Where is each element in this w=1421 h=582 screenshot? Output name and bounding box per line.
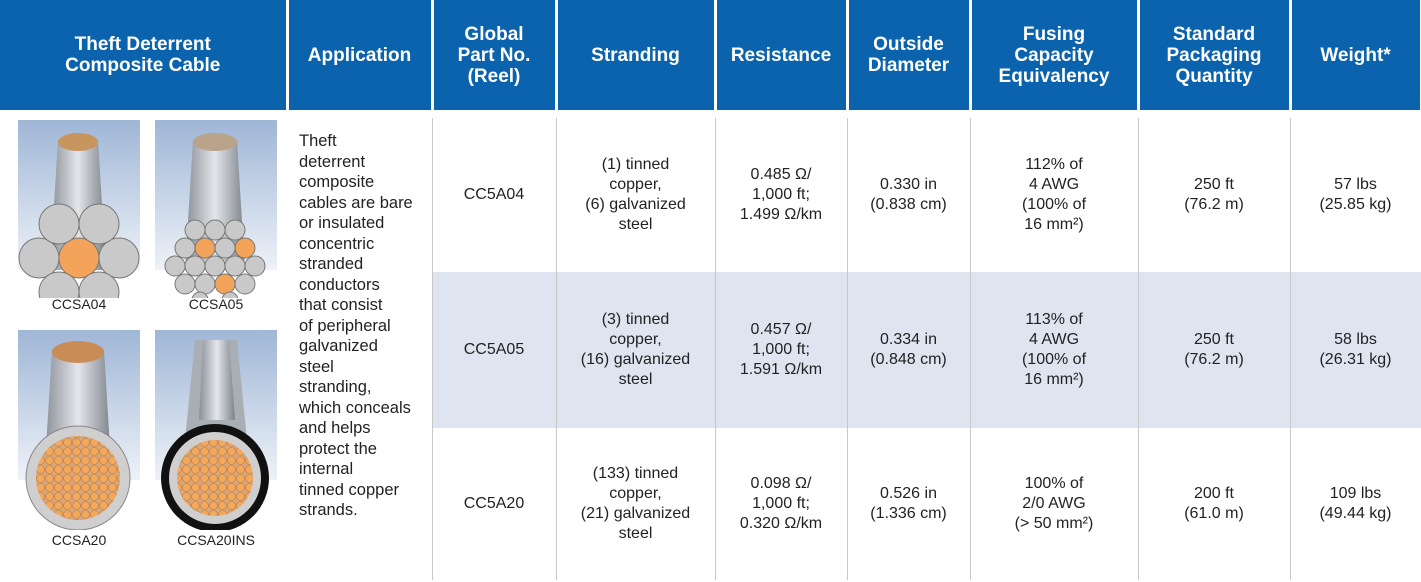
table-cell: 100% of 2/0 AWG (> 50 mm²) — [970, 428, 1138, 580]
cable-image — [155, 120, 277, 298]
column-header: Stranding — [558, 0, 714, 110]
table-cell: 250 ft (76.2 m) — [1138, 272, 1290, 428]
table-cell: 0.334 in (0.848 cm) — [847, 272, 970, 428]
cable-image — [155, 330, 277, 530]
image-label: CCSA20INS — [155, 532, 277, 548]
page: (() => { const data = JSON.parse(documen… — [0, 0, 1421, 582]
table-cell: 0.457 Ω/ 1,000 ft; 1.591 Ω/km — [715, 272, 847, 428]
column-header: Standard Packaging Quantity — [1140, 0, 1289, 110]
table-cell: CC5A20 — [432, 428, 556, 580]
column-header: Theft Deterrent Composite Cable — [0, 0, 286, 110]
column-header: Fusing Capacity Equivalency — [972, 0, 1137, 110]
table-cell: 0.485 Ω/ 1,000 ft; 1.499 Ω/km — [715, 118, 847, 272]
table-cell: 112% of 4 AWG (100% of 16 mm²) — [970, 118, 1138, 272]
image-label: CCSA04 — [18, 296, 140, 312]
table-cell: CC5A05 — [432, 272, 556, 428]
table-cell: CC5A04 — [432, 118, 556, 272]
table-cell: 58 lbs (26.31 kg) — [1290, 272, 1421, 428]
table-cell: 0.098 Ω/ 1,000 ft; 0.320 Ω/km — [715, 428, 847, 580]
table-cell: (1) tinned copper, (6) galvanized steel — [556, 118, 715, 272]
table-cell: 109 lbs (49.44 kg) — [1290, 428, 1421, 580]
table-cell: 250 ft (76.2 m) — [1138, 118, 1290, 272]
column-header: Outside Diameter — [849, 0, 969, 110]
cable-image — [18, 120, 140, 298]
cable-image — [18, 330, 140, 530]
table-cell: 57 lbs (25.85 kg) — [1290, 118, 1421, 272]
column-header: Global Part No. (Reel) — [434, 0, 555, 110]
column-header: Resistance — [717, 0, 846, 110]
image-label: CCSA20 — [18, 532, 140, 548]
image-label: CCSA05 — [155, 296, 277, 312]
table-cell: 113% of 4 AWG (100% of 16 mm²) — [970, 272, 1138, 428]
table-cell: 0.526 in (1.336 cm) — [847, 428, 970, 580]
column-header: Application — [289, 0, 431, 110]
column-header: Weight* — [1292, 0, 1420, 110]
table-cell: (3) tinned copper, (16) galvanized steel — [556, 272, 715, 428]
table-cell: (133) tinned copper, (21) galvanized ste… — [556, 428, 715, 580]
application-text: Theft deterrent composite cables are bar… — [299, 131, 431, 521]
table-cell: 0.330 in (0.838 cm) — [847, 118, 970, 272]
table-cell: 200 ft (61.0 m) — [1138, 428, 1290, 580]
